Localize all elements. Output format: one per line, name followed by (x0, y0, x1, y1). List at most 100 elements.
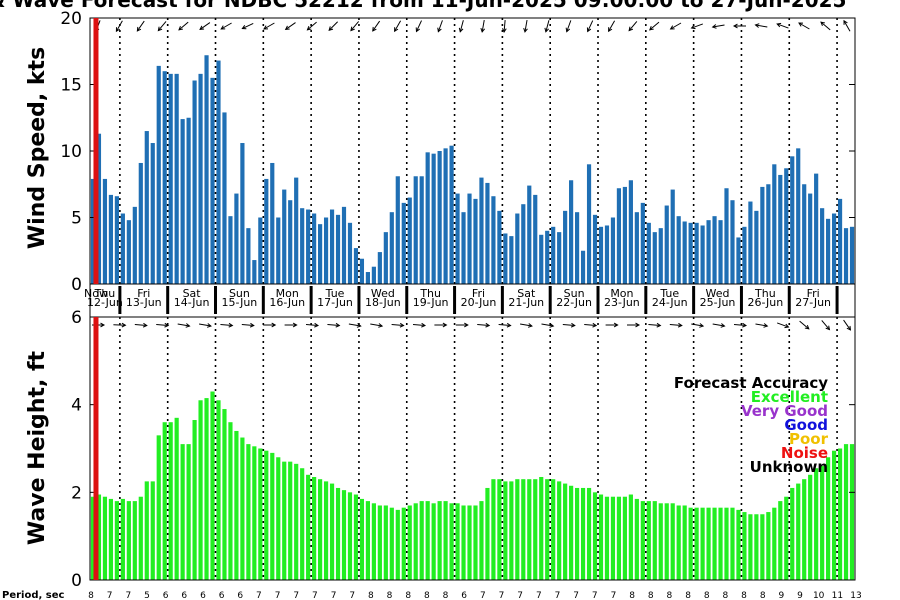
wind-direction-arrow (502, 19, 507, 34)
wave-bar (790, 487, 795, 580)
wave-direction-arrow (327, 322, 341, 328)
legend-item-unknown: Unknown (750, 458, 828, 476)
wave-direction-arrow (498, 322, 512, 328)
wave-direction-arrow (520, 323, 533, 328)
day-name-label: Sat (517, 287, 536, 300)
wind-direction-arrow (199, 22, 211, 31)
wave-direction-arrow (241, 322, 255, 328)
wind-bar (461, 212, 466, 284)
wind-direction-arrow (394, 20, 402, 33)
wave-bar (413, 503, 418, 580)
wind-bar (234, 193, 239, 284)
wave-bar (766, 512, 771, 580)
wind-y-tick-label: 0 (71, 275, 82, 295)
wave-bar (449, 503, 454, 580)
period-tick-label: 8 (723, 591, 729, 600)
wave-bar (569, 485, 574, 580)
wind-bar (192, 80, 197, 284)
wind-bar (509, 236, 514, 284)
wave-bar (150, 481, 155, 581)
period-tick-label: 8 (704, 591, 710, 600)
wind-bar (473, 198, 478, 284)
wave-direction-arrow (134, 322, 148, 328)
wind-bar (616, 188, 622, 284)
day-separator (692, 286, 696, 314)
wave-bar (276, 457, 281, 580)
wave-direction-arrow (434, 322, 448, 328)
wave-bar (329, 483, 335, 580)
wind-bar (640, 202, 645, 284)
wave-direction-arrow (669, 322, 683, 328)
wind-bar (371, 266, 376, 284)
wind-bar (377, 252, 382, 284)
wave-direction-arrow (220, 322, 234, 328)
wave-bar (664, 503, 669, 580)
wind-bar (670, 189, 675, 284)
wind-bar (760, 186, 765, 284)
period-tick-label: 7 (312, 591, 318, 600)
period-tick-label: 7 (349, 591, 355, 600)
wind-direction-arrow (628, 21, 638, 32)
wave-bar (162, 422, 167, 580)
wave-bar (437, 501, 442, 580)
day-name-label: Sun (229, 287, 250, 300)
day-date-label: 26-Jun (747, 296, 783, 309)
period-tick-label: 7 (275, 591, 281, 600)
wave-direction-arrow (648, 322, 662, 328)
wave-bars (90, 391, 855, 581)
wave-bar (736, 509, 741, 580)
wave-bar (700, 507, 705, 580)
wind-bar (766, 184, 771, 284)
wave-direction-arrow (412, 322, 427, 328)
wave-bar (748, 514, 753, 580)
wave-direction-arrow (455, 322, 469, 328)
day-strip-frame (89, 283, 856, 318)
wave-bar (670, 503, 675, 580)
day-date-label: 27-Jun (795, 296, 831, 309)
wave-bar (826, 457, 831, 580)
wave-bar (168, 422, 173, 580)
wind-bar (497, 210, 502, 284)
legend-item-good: Good (784, 416, 828, 434)
wave-direction-arrow (348, 323, 362, 328)
wave-bar (485, 487, 490, 580)
wave-bar (730, 507, 735, 580)
wind-direction-arrow (157, 21, 167, 32)
wave-bar (557, 481, 562, 581)
wave-direction-arrow (156, 322, 170, 328)
wind-bar (586, 164, 592, 284)
wind-bar (682, 221, 687, 284)
wind-bar (569, 180, 574, 284)
wind-bar (479, 177, 484, 284)
wind-bar (826, 218, 831, 284)
day-name-label: Sun (564, 287, 585, 300)
day-date-label: 24-Jun (652, 296, 688, 309)
day-name-label: Wed (371, 287, 395, 300)
wind-direction-arrows (94, 19, 851, 34)
wave-bar (377, 505, 382, 580)
wind-bar (700, 225, 705, 284)
wind-direction-arrow (284, 22, 296, 31)
wind-bar (814, 173, 819, 284)
wave-bar (258, 448, 263, 580)
wave-bar (389, 507, 394, 580)
period-tick-label: 7 (331, 591, 337, 600)
wind-y-tick-label: 5 (71, 209, 82, 229)
wind-bar (318, 224, 323, 284)
wind-bar (168, 73, 173, 284)
wind-direction-arrow (306, 21, 317, 31)
wave-bar (652, 501, 657, 580)
wave-bar (682, 505, 687, 580)
day-name-label: Sat (183, 287, 202, 300)
wave-bar (742, 512, 747, 580)
wave-direction-arrow (821, 320, 831, 331)
period-tick-label: 8 (648, 591, 654, 600)
wind-bar (784, 168, 789, 284)
wave-bar (509, 481, 514, 581)
wind-bar (156, 65, 161, 284)
wind-bar (425, 152, 430, 284)
wind-direction-arrow (608, 20, 616, 33)
day-separator (118, 286, 122, 314)
wave-bar (156, 435, 161, 580)
wave-bar (479, 501, 484, 580)
